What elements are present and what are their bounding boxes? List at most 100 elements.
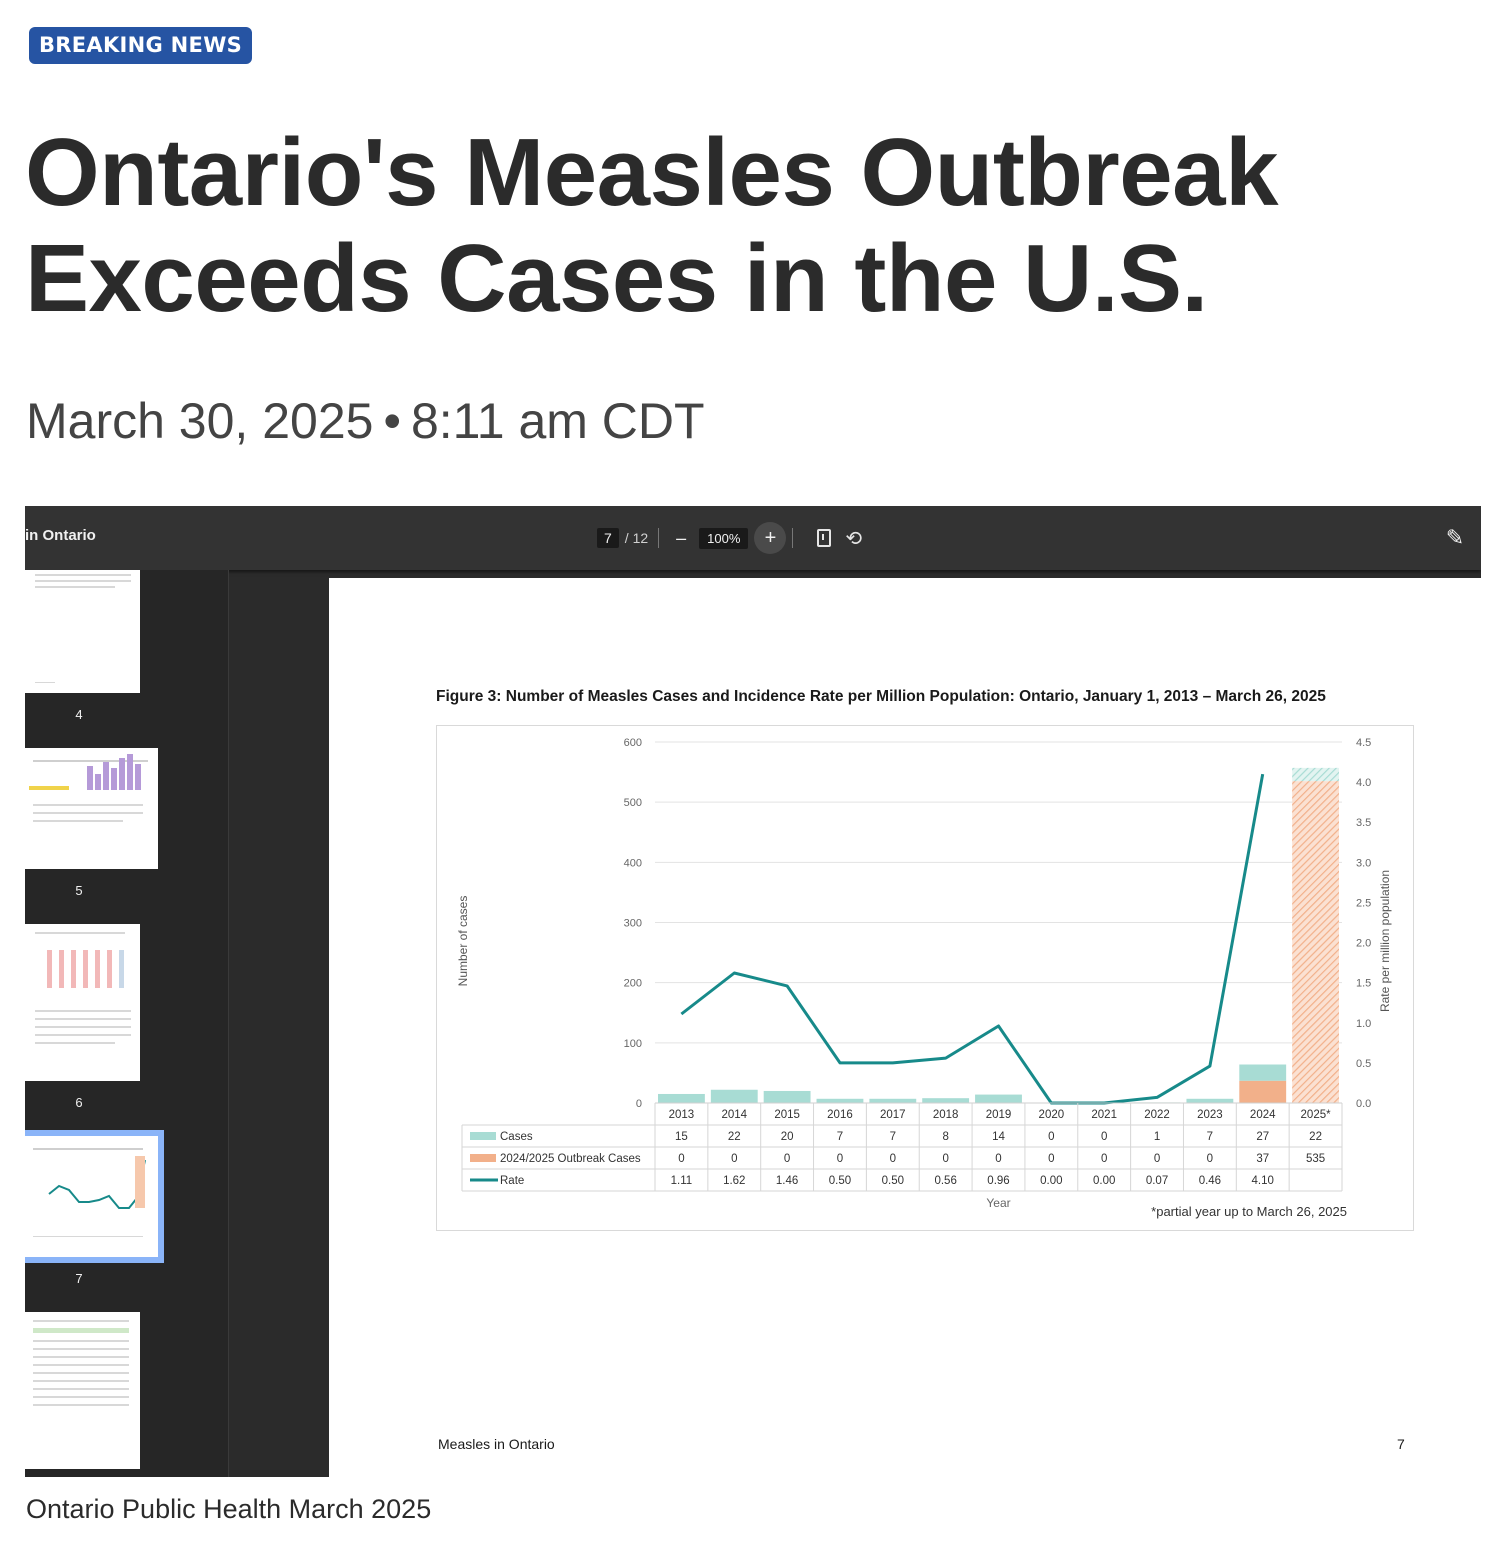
table-cell: 0 xyxy=(1207,1153,1213,1165)
chart-note: *partial year up to March 26, 2025 xyxy=(1151,1204,1347,1219)
x-tick-label: 2017 xyxy=(880,1109,906,1121)
table-cell: 0 xyxy=(678,1153,684,1165)
table-cell: 0.50 xyxy=(829,1175,851,1187)
rate-line xyxy=(680,773,1265,1105)
legend-label: Cases xyxy=(500,1131,533,1143)
x-axis-title: Year xyxy=(986,1196,1010,1210)
x-tick-label: 2021 xyxy=(1091,1109,1117,1121)
y2-tick-label: 2.0 xyxy=(1356,938,1371,950)
table-cell: 0.50 xyxy=(882,1175,904,1187)
total-pages: / 12 xyxy=(624,530,649,546)
pdf-toolbar: in Ontario 7 / 12 – 100% + ⟲ ✎ xyxy=(25,506,1481,570)
table-cell: 7 xyxy=(890,1131,896,1143)
table-cell: 0.96 xyxy=(987,1175,1009,1187)
image-caption: Ontario Public Health March 2025 xyxy=(26,1494,432,1524)
page-footer-title: Measles in Ontario xyxy=(438,1436,555,1452)
edit-pencil-icon[interactable]: ✎ xyxy=(1445,525,1465,550)
dateline-separator: • xyxy=(383,393,401,449)
thumbnail-sidebar: 4 5 xyxy=(25,570,228,1477)
table-cell: 0.46 xyxy=(1199,1175,1221,1187)
legend-label: 2024/2025 Outbreak Cases xyxy=(500,1153,641,1165)
sidebar-divider xyxy=(228,570,229,1477)
table-cell: 0 xyxy=(1101,1153,1107,1165)
figure-title: Figure 3: Number of Measles Cases and In… xyxy=(436,688,1326,705)
table-cell: 20 xyxy=(781,1131,794,1143)
measles-chart: 01002003004005006000.00.51.01.52.02.53.0… xyxy=(456,737,1392,1219)
zoom-out-button[interactable]: – xyxy=(676,527,687,548)
table-cell: 0.07 xyxy=(1146,1175,1168,1187)
y2-axis-title: Rate per million population xyxy=(1378,870,1392,1012)
page-navigation: 7 / 12 – 100% + ⟲ xyxy=(597,522,863,554)
dateline: March 30, 2025 • 8:11 am CDT xyxy=(26,392,705,450)
thumbnail-number: 5 xyxy=(75,883,83,898)
outbreak-cases-bar xyxy=(1239,1080,1287,1103)
y-tick-label: 600 xyxy=(624,737,642,749)
toolbar-divider xyxy=(792,528,794,548)
outbreak-cases-bar xyxy=(1292,781,1339,1103)
x-tick-label: 2020 xyxy=(1039,1109,1065,1121)
thumbnail-chart-preview xyxy=(48,1156,146,1209)
y-axis-title: Number of cases xyxy=(456,896,470,987)
table-cell: 27 xyxy=(1256,1131,1269,1143)
y2-tick-label: 3.5 xyxy=(1356,817,1371,829)
page-thumbnail-selected[interactable] xyxy=(25,1130,164,1263)
y2-tick-label: 0.5 xyxy=(1356,1058,1371,1070)
y2-tick-label: 4.0 xyxy=(1356,777,1371,789)
document-title: in Ontario xyxy=(25,527,96,544)
table-cell: 0 xyxy=(731,1153,737,1165)
table-cell: 8 xyxy=(942,1131,948,1143)
cases-bar xyxy=(922,1098,970,1103)
y2-tick-label: 1.5 xyxy=(1356,978,1371,990)
cases-bar xyxy=(1239,1064,1287,1081)
cases-bar xyxy=(1292,767,1339,782)
table-cell: 37 xyxy=(1256,1153,1269,1165)
table-cell: 7 xyxy=(837,1131,843,1143)
headline: Ontario's Measles Outbreak Exceeds Cases… xyxy=(25,119,1278,332)
page-thumbnail[interactable] xyxy=(25,924,140,1081)
x-tick-label: 2014 xyxy=(721,1109,747,1121)
thumbnail-number: 4 xyxy=(75,707,83,722)
y2-tick-label: 2.5 xyxy=(1356,897,1371,909)
table-cell: 7 xyxy=(1207,1131,1213,1143)
publish-time: 8:11 am CDT xyxy=(410,393,705,449)
fit-page-icon[interactable] xyxy=(817,529,832,547)
thumbnail-number: 6 xyxy=(75,1095,83,1110)
x-tick-label: 2023 xyxy=(1197,1109,1223,1121)
table-cell: 15 xyxy=(675,1131,688,1143)
rotate-icon[interactable]: ⟲ xyxy=(845,527,863,550)
cases-bar xyxy=(1186,1098,1234,1103)
page-thumbnail[interactable] xyxy=(25,570,140,693)
x-tick-label: 2025* xyxy=(1301,1109,1332,1121)
x-tick-label: 2019 xyxy=(986,1109,1012,1121)
x-tick-label: 2013 xyxy=(669,1109,695,1121)
pdf-viewer-screenshot: in Ontario 7 / 12 – 100% + ⟲ ✎ 4 xyxy=(25,506,1481,1477)
table-cell: 0.00 xyxy=(1093,1175,1115,1187)
publish-date: March 30, 2025 xyxy=(26,393,374,449)
table-cell: 22 xyxy=(1309,1131,1322,1143)
y2-tick-label: 1.0 xyxy=(1356,1018,1371,1030)
y-tick-label: 100 xyxy=(624,1038,642,1050)
table-cell: 0 xyxy=(890,1153,896,1165)
x-tick-label: 2016 xyxy=(827,1109,853,1121)
table-cell: 14 xyxy=(992,1131,1005,1143)
current-page-input[interactable]: 7 xyxy=(597,528,619,548)
table-cell: 1.46 xyxy=(776,1175,798,1187)
toolbar-divider xyxy=(658,528,660,548)
page-thumbnail[interactable] xyxy=(25,1312,140,1469)
cases-bar xyxy=(816,1098,864,1103)
table-cell: 22 xyxy=(728,1131,741,1143)
y2-tick-label: 4.5 xyxy=(1356,737,1371,749)
table-cell: 0 xyxy=(1048,1131,1054,1143)
legend-swatch xyxy=(470,1154,496,1162)
table-cell: 1.11 xyxy=(671,1175,693,1187)
zoom-in-button[interactable]: + xyxy=(754,522,787,554)
table-cell: 0 xyxy=(1048,1153,1054,1165)
table-cell: 0 xyxy=(837,1153,843,1165)
legend-label: Rate xyxy=(500,1175,524,1187)
table-cell: 535 xyxy=(1306,1153,1325,1165)
table-cell: 0 xyxy=(784,1153,790,1165)
table-cell: 0.56 xyxy=(934,1175,956,1187)
table-cell: 4.10 xyxy=(1252,1175,1274,1187)
page-thumbnail[interactable] xyxy=(25,748,158,869)
zoom-level-input[interactable]: 100% xyxy=(699,527,749,549)
